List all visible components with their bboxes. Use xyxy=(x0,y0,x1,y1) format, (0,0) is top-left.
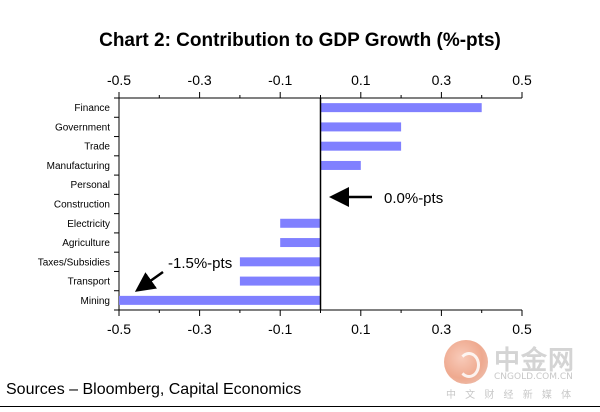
category-label: Taxes/Subsidies xyxy=(38,257,110,268)
category-label: Finance xyxy=(74,103,110,114)
bar xyxy=(280,218,321,228)
top-tick-label: 0.1 xyxy=(351,72,371,88)
bar xyxy=(119,295,321,305)
watermark-slogan: 中 文 财 经 新 媒 体 xyxy=(446,390,575,401)
top-tick-label: 0.3 xyxy=(432,72,452,88)
annotation-mining-label: -1.5%-pts xyxy=(168,255,232,272)
bottom-divider xyxy=(0,406,600,407)
bar xyxy=(320,141,402,151)
watermark-name: 中金网 xyxy=(494,346,576,376)
category-label: Transport xyxy=(68,277,111,288)
source-note: Sources – Bloomberg, Capital Economics xyxy=(6,381,302,398)
category-label: Government xyxy=(55,122,110,133)
watermark: 中金网 CNGOLD.COM.CN 中 文 财 经 新 媒 体 xyxy=(440,338,590,402)
category-label: Electricity xyxy=(67,219,110,230)
annotation-zero-label: 0.0%-pts xyxy=(384,190,443,207)
category-label: Agriculture xyxy=(62,238,110,249)
bar xyxy=(320,122,402,132)
top-tick-label: -0.1 xyxy=(268,72,292,88)
bar xyxy=(320,160,361,170)
bar xyxy=(239,257,321,267)
annotation-arrow-mining xyxy=(134,270,164,292)
bottom-tick-label: 0.5 xyxy=(512,321,532,337)
bar xyxy=(320,103,482,113)
category-label: Construction xyxy=(54,200,110,211)
top-tick-label: 0.5 xyxy=(512,72,532,88)
watermark-logo-mark xyxy=(458,352,480,378)
category-label: Mining xyxy=(81,296,110,307)
watermark-domain: CNGOLD.COM.CN xyxy=(494,372,573,382)
bottom-tick-label: 0.1 xyxy=(351,321,371,337)
top-tick-label: -0.3 xyxy=(188,72,212,88)
bottom-tick-label: -0.3 xyxy=(188,321,212,337)
top-tick-label: -0.5 xyxy=(107,72,131,88)
bottom-tick-label: 0.3 xyxy=(432,321,452,337)
category-label: Trade xyxy=(84,142,110,153)
bar xyxy=(239,276,321,286)
bottom-tick-label: -0.1 xyxy=(268,321,292,337)
category-label: Manufacturing xyxy=(47,161,110,172)
bottom-tick-label: -0.5 xyxy=(107,321,131,337)
bar xyxy=(280,238,321,248)
chart-title: Chart 2: Contribution to GDP Growth (%-p… xyxy=(99,30,501,51)
category-label: Personal xyxy=(71,180,110,191)
